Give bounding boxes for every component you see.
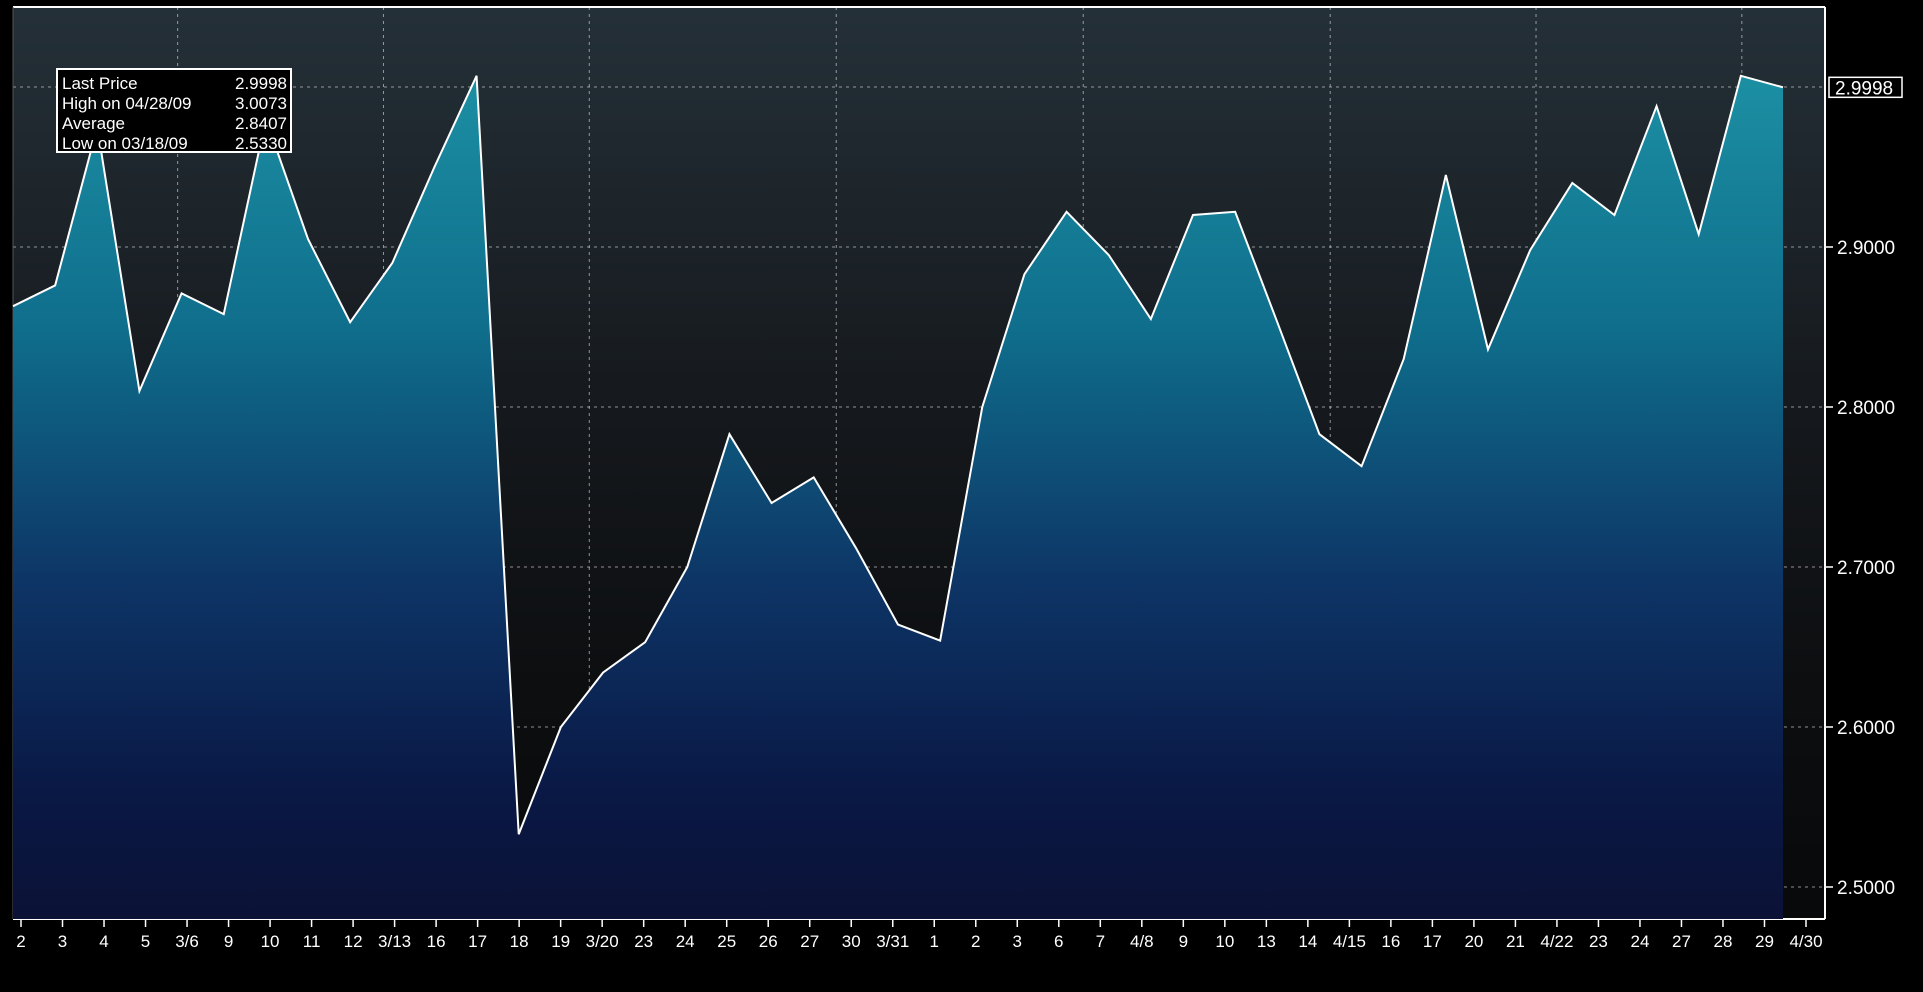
- y-tick-label: 2.7000: [1837, 558, 1895, 579]
- x-tick-label: 30: [842, 932, 861, 951]
- x-tick-label: 4/8: [1130, 932, 1154, 951]
- x-tick-label: 23: [634, 932, 653, 951]
- x-tick-label: 3: [1013, 932, 1022, 951]
- legend-row-value: 2.9998: [235, 74, 287, 93]
- x-tick-label: 1: [930, 932, 939, 951]
- x-tick-label: 24: [676, 932, 695, 951]
- x-tick-label: 29: [1755, 932, 1774, 951]
- legend-row-label: Last Price: [62, 74, 138, 93]
- last-price-label: 2.9998: [1835, 78, 1893, 99]
- x-tick-label: 12: [344, 932, 363, 951]
- legend-row-value: 2.5330: [235, 134, 287, 153]
- series-area: [13, 75, 1783, 920]
- x-tick-label: 21: [1506, 932, 1525, 951]
- series-line: [12, 74, 1784, 835]
- line-layer: [12, 74, 1784, 835]
- legend-box: Last Price 2.9998 High on 04/28/09 3.0073 Av…: [56, 68, 292, 153]
- x-axis: 2 3 4 5 3/6 9 10 11 12 3/13 16 17 18 19 3/20 23 24 25 26 27…: [16, 919, 1823, 951]
- x-tick-label: 4/22: [1540, 932, 1573, 951]
- legend-row-label: Low on 03/18/09: [62, 134, 188, 153]
- x-tick-label: 17: [468, 932, 487, 951]
- legend-row-label: High on 04/28/09: [62, 94, 192, 113]
- x-tick-label: 25: [717, 932, 736, 951]
- x-tick-label: 4: [99, 932, 108, 951]
- x-tick-label: 16: [427, 932, 446, 951]
- y-tick-label: 2.6000: [1837, 718, 1895, 739]
- x-tick-label: 10: [261, 932, 280, 951]
- legend-row-value: 3.0073: [235, 94, 287, 113]
- legend-row-label: Average: [62, 114, 125, 133]
- x-tick-label: 13: [1257, 932, 1276, 951]
- x-tick-label: 16: [1381, 932, 1400, 951]
- x-tick-label: 10: [1215, 932, 1234, 951]
- x-tick-label: 19: [551, 932, 570, 951]
- x-tick-label: 4/30: [1789, 932, 1822, 951]
- x-tick-label: 6: [1054, 932, 1063, 951]
- x-tick-label: 9: [224, 932, 233, 951]
- x-tick-label: 26: [759, 932, 778, 951]
- legend-frame: [56, 68, 292, 153]
- x-tick-label: 17: [1423, 932, 1442, 951]
- x-tick-label: 3/20: [586, 932, 619, 951]
- x-tick-label: 4/15: [1333, 932, 1366, 951]
- x-tick-label: 27: [800, 932, 819, 951]
- x-tick-label: 3: [58, 932, 67, 951]
- legend-row-value: 2.8407: [235, 114, 287, 133]
- last-price-tag: [1828, 76, 1903, 99]
- x-tick-label: 27: [1672, 932, 1691, 951]
- x-tick-label: 23: [1589, 932, 1608, 951]
- x-tick-label: 2: [16, 932, 25, 951]
- y-tick-label: 2.8000: [1837, 398, 1895, 419]
- x-tick-label: 9: [1179, 932, 1188, 951]
- x-tick-label: 14: [1298, 932, 1317, 951]
- x-tick-label: 3/31: [876, 932, 909, 951]
- x-tick-label: 5: [141, 932, 150, 951]
- y-tick-label: 2.5000: [1837, 878, 1895, 899]
- y-tick-label: 2.9000: [1837, 238, 1895, 259]
- x-tick-label: 11: [303, 932, 321, 951]
- area-layer: [13, 75, 1783, 920]
- x-tick-label: 3/13: [378, 932, 411, 951]
- x-tick-label: 20: [1464, 932, 1483, 951]
- x-tick-label: 2: [971, 932, 980, 951]
- x-tick-label: 3/6: [175, 932, 199, 951]
- x-tick-label: 7: [1096, 932, 1105, 951]
- x-tick-label: 24: [1630, 932, 1649, 951]
- x-tick-label: 28: [1714, 932, 1733, 951]
- y-axis: 2.5000 2.6000 2.7000 2.8000 2.9000 2.9998: [1825, 76, 1903, 899]
- x-tick-label: 18: [510, 932, 529, 951]
